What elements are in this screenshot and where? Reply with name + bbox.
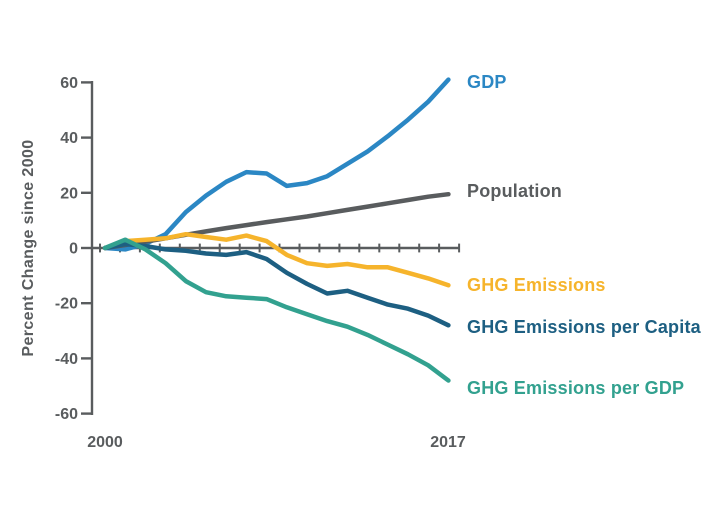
y-tick-label: -20	[55, 296, 78, 313]
y-tick-label: 20	[60, 186, 78, 203]
line-ghg-emissions-per-capita	[102, 241, 451, 328]
series-label-ghg-emissions-per-capita: GHG Emissions per Capita	[467, 317, 702, 337]
y-tick-label: -60	[55, 406, 78, 423]
y-axis-title: Percent Change since 2000	[20, 139, 37, 356]
y-axis-tick-marks	[81, 81, 92, 415]
series-labels: GDP Population GHG Emissions GHG Emissio…	[467, 72, 702, 398]
x-tick-label-2000: 2000	[87, 434, 123, 451]
y-tick-label: 0	[69, 241, 78, 258]
series-label-ghg-emissions-per-gdp: GHG Emissions per GDP	[467, 378, 684, 398]
series-label-ghg-emissions: GHG Emissions	[467, 275, 606, 295]
y-tick-label: 40	[60, 130, 78, 147]
line-ghg-emissions-per-gdp	[102, 237, 451, 383]
y-tick-label: -40	[55, 351, 78, 368]
line-ghg-emissions	[102, 231, 451, 288]
series-lines	[102, 77, 451, 383]
series-label-gdp: GDP	[467, 72, 507, 92]
y-tick-label: 60	[60, 75, 78, 92]
line-gdp	[102, 77, 451, 252]
y-axis: 60 40 20 0 -20 -40 -60	[55, 75, 94, 423]
series-label-population: Population	[467, 181, 562, 201]
x-tick-label-2017: 2017	[430, 434, 466, 451]
